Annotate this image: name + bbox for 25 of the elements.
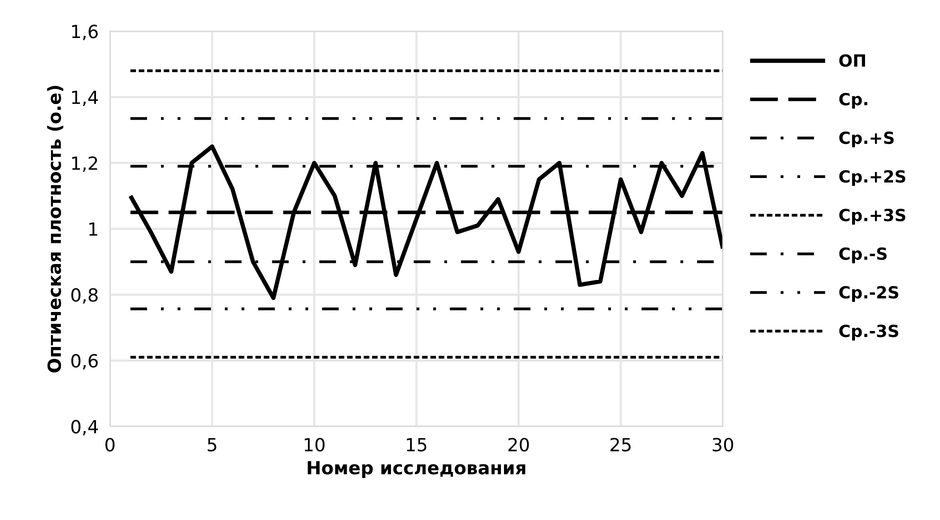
x-tick-label: 5 xyxy=(208,438,216,452)
y-tick-label: 1,4 xyxy=(72,90,98,106)
x-axis-title: Номер исследования xyxy=(308,461,526,478)
x-tick-label: 30 xyxy=(712,438,734,452)
legend-label: Ср.-3S xyxy=(839,324,898,340)
y-axis-title: Оптическая плотность (о.е) xyxy=(47,86,64,372)
legend-label: Ср.+3S xyxy=(839,208,906,225)
legend-label: Ср.+S xyxy=(839,131,894,148)
y-tick-label: 0,4 xyxy=(71,420,98,436)
y-tick-label: 0,6 xyxy=(71,354,98,370)
x-tick-label: 20 xyxy=(508,438,529,452)
legend-label: Ср.-2S xyxy=(839,286,898,302)
x-tick-label: 10 xyxy=(304,438,325,452)
y-tick-label: 0,8 xyxy=(71,288,98,304)
y-tick-label: 1 xyxy=(89,222,98,236)
line-series xyxy=(128,144,723,300)
legend-label: Ср. xyxy=(839,92,868,109)
y-tick-label: 1,6 xyxy=(72,24,98,40)
x-tick-label: 25 xyxy=(610,438,631,452)
x-tick-label: 15 xyxy=(406,438,426,452)
y-tick-label: 1,2 xyxy=(72,156,98,172)
legend-label: ОП xyxy=(839,54,866,67)
x-tick-label: 0 xyxy=(105,438,115,452)
legend-label: Ср.-S xyxy=(839,247,887,264)
legend-label: Ср.+2S xyxy=(839,170,906,186)
